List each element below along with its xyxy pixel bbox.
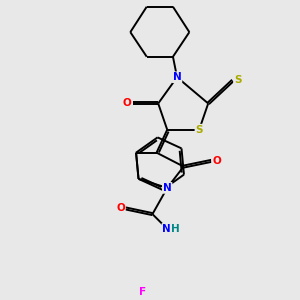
Text: O: O [123,98,131,109]
Text: N: N [173,72,182,82]
Text: F: F [139,287,146,297]
Text: H: H [171,224,179,234]
Text: S: S [234,76,242,85]
Text: O: O [212,156,221,166]
Text: O: O [116,203,125,213]
Text: N: N [163,183,172,193]
Text: S: S [195,125,203,135]
Text: N: N [162,224,171,234]
